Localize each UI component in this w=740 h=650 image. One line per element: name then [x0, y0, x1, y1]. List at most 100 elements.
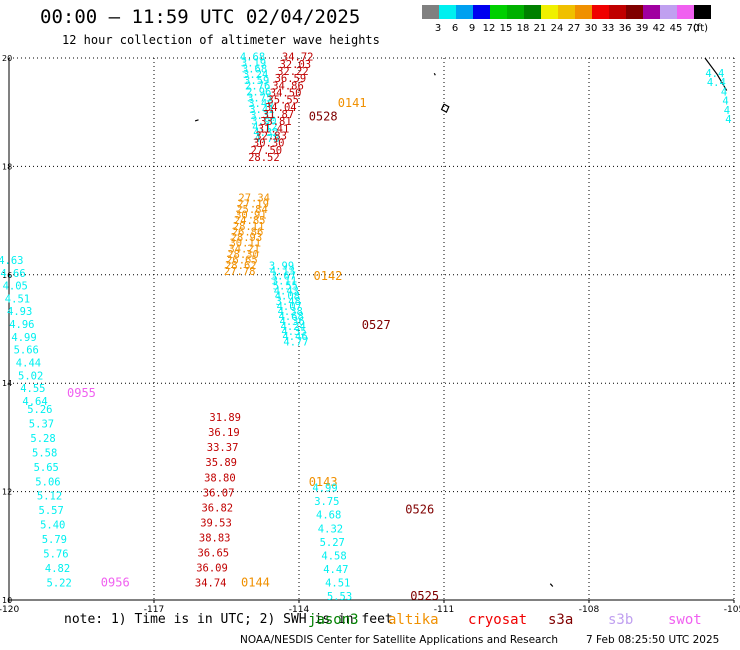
wave-height-value: 4.58	[321, 550, 346, 562]
pass-time-label: 0144	[241, 576, 270, 590]
scale-label: 24	[551, 23, 564, 34]
footer-note: note: 1) Time is in UTC; 2) SWH is in fe…	[64, 612, 393, 627]
wave-height-value: 4.36	[280, 316, 305, 328]
wave-height-value: 4.47	[323, 564, 348, 576]
scale-label: 33	[602, 23, 615, 34]
wave-height-value: 33.81	[260, 116, 292, 128]
wave-height-value: 5.66	[14, 345, 39, 357]
pass-time-label: 0525	[410, 589, 439, 603]
wave-height-value: 30.30	[253, 138, 285, 150]
y-tick-label: 10	[2, 596, 12, 605]
coastline	[440, 103, 450, 114]
chart-subtitle: 12 hour collection of altimeter wave hei…	[62, 33, 380, 47]
wave-height-value: 4.51	[5, 293, 30, 305]
wave-height-value: 25.84	[236, 204, 268, 216]
wave-height-value: 27.19	[237, 198, 269, 210]
coastline	[433, 72, 436, 76]
scale-label: 42	[653, 23, 666, 34]
pass-time-label: 0143	[309, 475, 338, 489]
wave-height-value: 2.96	[246, 87, 271, 99]
wave-height-value: 3.75	[247, 92, 272, 104]
wave-height-value: 4.63	[0, 255, 24, 267]
wave-height-value: 32.03	[279, 59, 311, 71]
wave-height-value: 31.87	[263, 109, 295, 121]
scale-swatch	[507, 5, 524, 19]
wave-height-value: 5.79	[42, 534, 67, 546]
wave-height-value: 31.89	[209, 412, 241, 424]
wave-height-value: 3.40	[248, 98, 273, 110]
wave-height-value: 5.53	[327, 591, 352, 603]
wave-height-value: 5.06	[35, 476, 60, 488]
scale-swatch	[660, 5, 677, 19]
wave-height-value: 5.02	[18, 370, 43, 382]
wave-height-value: 34.86	[272, 80, 304, 92]
wave-height-value: 27.78	[224, 266, 256, 278]
scale-swatch	[643, 5, 660, 19]
scale-label: 21	[534, 23, 547, 34]
scale-label: 18	[517, 23, 530, 34]
pass-time-label: 0526	[405, 502, 434, 516]
wave-height-value: 3.41	[249, 104, 274, 116]
wave-height-value: 28.93	[231, 232, 263, 244]
wave-height-value: 4	[722, 96, 728, 108]
wave-height-value: 5.28	[30, 433, 55, 445]
wave-height-value: 5.57	[39, 505, 64, 517]
wave-height-value: 3.31	[250, 110, 275, 122]
scale-label: 9	[469, 23, 475, 34]
wave-height-value: 30.91	[235, 210, 267, 222]
wave-height-value: 3.59	[244, 75, 269, 87]
wave-height-value: 4.96	[9, 319, 34, 331]
wave-height-value: 36.19	[208, 427, 240, 439]
scale-swatch	[677, 5, 694, 19]
wave-height-value: 4.68	[279, 311, 304, 323]
wave-height-value: 4	[721, 86, 727, 98]
scale-swatch	[422, 5, 439, 19]
wave-height-value: 33.37	[207, 442, 239, 454]
wave-height-value: 3.75	[314, 496, 339, 508]
x-tick-label: -111	[434, 605, 454, 615]
scale-swatch	[558, 5, 575, 19]
chart-title: 00:00 — 11:59 UTC 02/04/2025	[40, 6, 361, 28]
wave-height-value: 4	[724, 105, 730, 117]
wave-height-value: 27.50	[250, 145, 282, 157]
wave-height-value: 3.90	[251, 116, 276, 128]
scale-swatch	[456, 5, 473, 19]
wave-height-value: 4.32	[318, 523, 343, 535]
wave-height-value: 3.67	[271, 271, 296, 283]
wave-height-value: 4.78	[254, 133, 279, 145]
y-tick-label: 18	[2, 162, 12, 171]
wave-height-value: 32.83	[255, 131, 287, 143]
y-tick-label: 14	[2, 379, 12, 388]
wave-height-value: 32.22	[277, 66, 309, 78]
wave-height-value: 28.11	[233, 221, 265, 233]
scale-swatch	[439, 5, 456, 19]
wave-height-value: 5.26	[27, 404, 52, 416]
wave-height-value: 5.12	[37, 491, 62, 503]
pass-time-label: 0955	[67, 386, 96, 400]
wave-height-value: 38.80	[204, 472, 236, 484]
scale-label: 36	[619, 23, 632, 34]
wave-height-value: 3.48	[276, 296, 301, 308]
wave-height-value: 4.35	[281, 326, 306, 338]
pass-time-label: 0142	[314, 269, 343, 283]
wave-height-value: 3.68	[242, 63, 267, 75]
wave-height-value: 4.08	[275, 291, 300, 303]
scale-label: 15	[500, 23, 513, 34]
wave-height-value: 4.99	[312, 483, 337, 495]
wave-height-value: 28.30	[227, 249, 259, 261]
scale-label: 70	[687, 23, 700, 34]
wave-height-value: 26.65	[226, 255, 258, 267]
coastline	[549, 583, 554, 587]
wave-height-value: 4.66	[0, 268, 25, 280]
scale-label: 12	[483, 23, 496, 34]
scale-label: 3	[435, 23, 441, 34]
wave-height-value: 2.76	[245, 81, 270, 93]
x-tick-label: -105	[724, 605, 740, 615]
wave-height-value: 4.07	[277, 301, 302, 313]
wave-height-value: 4.4	[705, 68, 724, 80]
pass-time-label: 0141	[338, 96, 367, 110]
wave-height-value: 3.24	[243, 69, 268, 81]
scale-swatch	[473, 5, 490, 19]
x-tick-label: -114	[289, 605, 310, 615]
wave-height-value: 4.51	[325, 578, 350, 590]
